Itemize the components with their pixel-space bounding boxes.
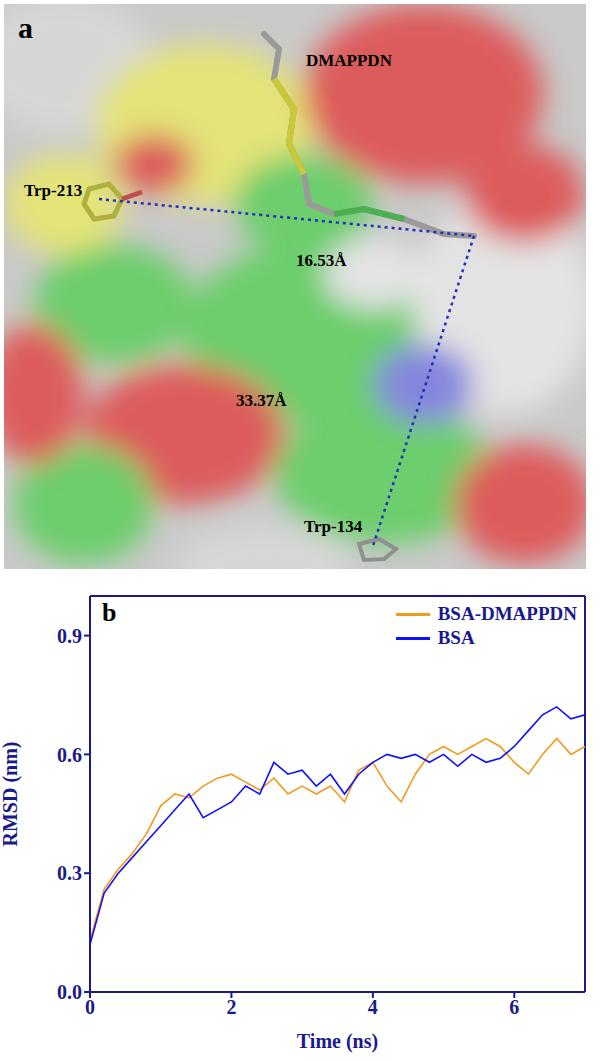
svg-text:0.0: 0.0	[57, 981, 82, 1003]
svg-text:33.37Å: 33.37Å	[236, 391, 287, 410]
svg-text:Time (ns): Time (ns)	[297, 1030, 378, 1053]
svg-text:16.53Å: 16.53Å	[296, 251, 347, 270]
svg-text:0.9: 0.9	[57, 625, 82, 647]
svg-text:Trp-134: Trp-134	[304, 517, 363, 536]
svg-text:6: 6	[509, 996, 519, 1018]
svg-text:4: 4	[368, 996, 378, 1018]
svg-text:Trp-213: Trp-213	[24, 181, 82, 200]
svg-text:DMAPPDN: DMAPPDN	[306, 51, 393, 70]
svg-text:0.3: 0.3	[57, 862, 82, 884]
html-text:BSA: BSA	[437, 627, 475, 648]
svg-text:a: a	[18, 11, 33, 44]
svg-text:0.6: 0.6	[57, 744, 82, 766]
svg-text:2: 2	[226, 996, 236, 1018]
svg-text:0: 0	[85, 996, 95, 1018]
svg-text:RMSD (nm): RMSD (nm)	[0, 742, 22, 847]
html-text:b: b	[102, 598, 117, 627]
html-text:BSA-DMAPPDN: BSA-DMAPPDN	[437, 603, 577, 624]
